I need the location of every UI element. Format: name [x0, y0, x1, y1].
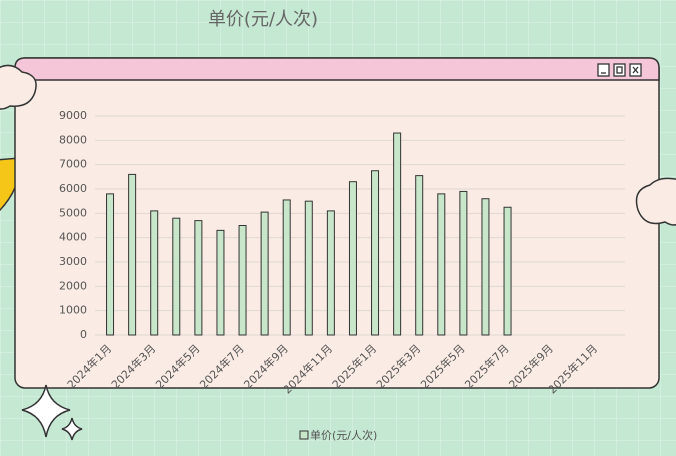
bar [282, 199, 291, 336]
bar [415, 175, 424, 336]
chart-title: 单价(元/人次) [208, 9, 318, 30]
cloud-left [0, 64, 37, 110]
y-tick-label: 7000 [59, 158, 87, 171]
bar [150, 210, 159, 336]
bar [128, 173, 137, 336]
y-tick-label: 1000 [59, 304, 87, 317]
legend-label: 单价(元/人次) [310, 428, 377, 442]
bar [260, 211, 269, 336]
bar [393, 132, 402, 336]
y-tick-label: 5000 [59, 206, 87, 219]
y-tick-label: 6000 [59, 182, 87, 195]
cloud-right [635, 177, 676, 226]
bar [437, 193, 446, 336]
window-buttons [597, 63, 642, 77]
y-tick-label: 0 [80, 328, 87, 341]
bar [481, 198, 490, 336]
y-tick-label: 8000 [59, 133, 87, 146]
bar [304, 200, 313, 336]
y-tick-label: 9000 [59, 109, 87, 122]
bar [106, 193, 115, 336]
star-large [21, 384, 71, 438]
bar [172, 217, 181, 336]
bar [238, 225, 247, 336]
y-tick-label: 4000 [59, 231, 87, 244]
y-tick-label: 3000 [59, 255, 87, 268]
bar [348, 181, 357, 336]
bar [326, 210, 335, 336]
bar [503, 206, 512, 336]
bar [459, 190, 468, 336]
star-small [61, 417, 83, 441]
bar [194, 220, 203, 336]
bar [371, 170, 380, 336]
window-header [14, 57, 660, 81]
y-tick-label: 2000 [59, 279, 87, 292]
bar [216, 229, 225, 336]
legend-swatch [299, 430, 309, 440]
